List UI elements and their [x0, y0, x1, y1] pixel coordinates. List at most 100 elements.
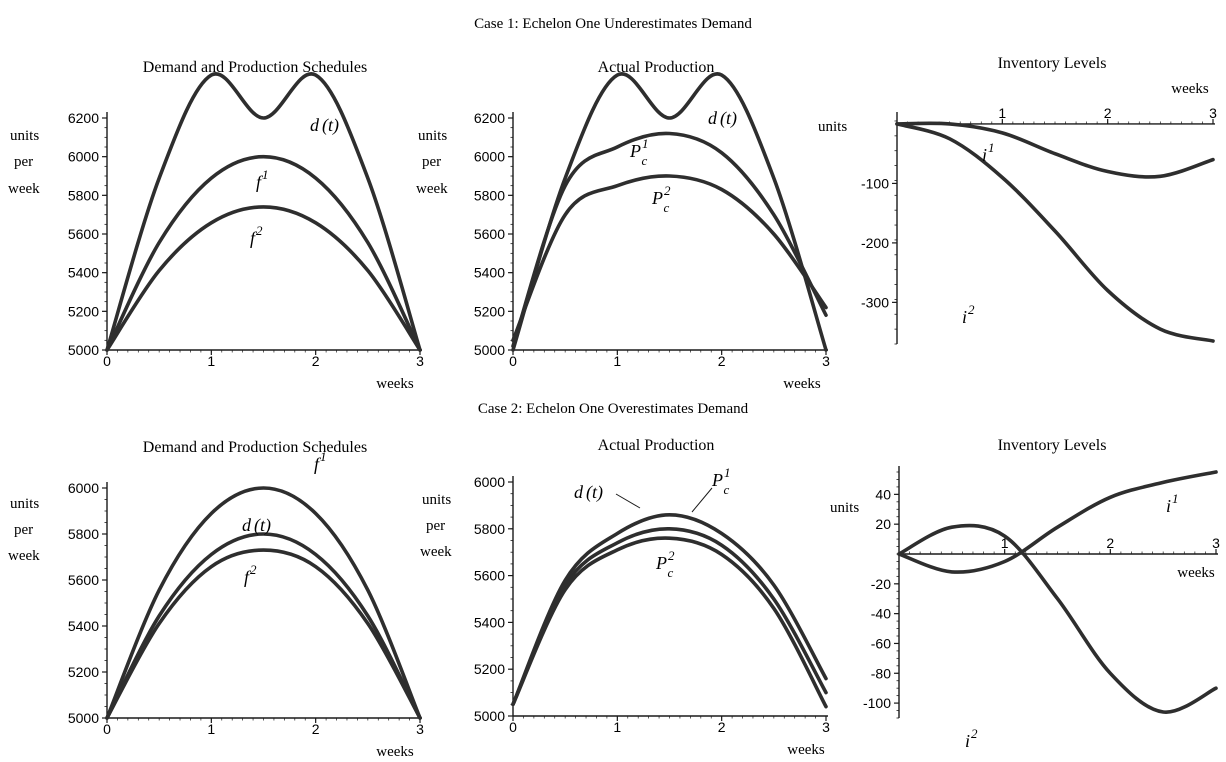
x-tick-label: 2	[718, 353, 726, 369]
chart-c1_actual: Actual Production units per week 5000 5200 540…	[416, 59, 830, 392]
y-axis-label: week	[416, 181, 448, 197]
x-tick-label: 3	[416, 353, 424, 369]
y-tick-label: 5800	[474, 187, 505, 203]
y-tick-label: 6000	[68, 149, 99, 165]
x-tick-label: 3	[1209, 105, 1217, 121]
x-tick-label: 0	[103, 353, 111, 369]
y-tick-label: 6000	[474, 474, 505, 490]
curve-label-f1: f1	[256, 167, 269, 192]
y-tick-label: 5400	[474, 614, 505, 630]
y-tick-label: 5400	[474, 265, 505, 281]
y-tick-label: -100	[863, 695, 891, 711]
series-line-i2	[897, 523, 1218, 714]
chart-c2_inventory: Inventory Levels units 40 20 -20 -40 -60 -80 -10…	[830, 437, 1220, 751]
series-line-f2	[105, 548, 422, 720]
y-tick-label: -80	[871, 665, 891, 681]
x-tick-label: 1	[613, 719, 621, 735]
x-axis-label: weeks	[376, 376, 414, 392]
x-axis-label: weeks	[787, 742, 825, 758]
x-axis-label: weeks	[1171, 81, 1209, 97]
series-line-Pc2	[511, 536, 828, 709]
chart-title: Actual Production	[598, 437, 715, 454]
x-tick-label: 3	[1212, 535, 1220, 551]
x-tick-label: 3	[822, 353, 830, 369]
y-tick-label: 5400	[68, 265, 99, 281]
y-tick-label: -40	[871, 606, 891, 622]
x-tick-label: 2	[312, 721, 320, 737]
chart-c2_actual: Actual Production units per week 5000 5200 540…	[420, 437, 830, 758]
y-tick-label: 5600	[474, 568, 505, 584]
y-axis-label: week	[8, 181, 40, 197]
y-tick-label: 5600	[474, 226, 505, 242]
y-axis-label: per	[426, 518, 445, 534]
y-axis-label: units	[818, 119, 847, 135]
y-axis-label: units	[422, 492, 451, 508]
y-tick-label: 5000	[68, 342, 99, 358]
x-tick-label: 1	[613, 353, 621, 369]
chart-c2_schedules: Demand and Production Schedules units per w…	[8, 439, 424, 760]
curve-label-Pc2: P2 c	[655, 548, 675, 580]
series-line-f1	[105, 486, 422, 720]
x-tick-label: 3	[416, 721, 424, 737]
y-tick-label: -200	[861, 235, 889, 251]
y-axis-label: week	[420, 544, 452, 560]
y-tick-label: 6200	[68, 110, 99, 126]
x-tick-label: 3	[822, 719, 830, 735]
y-axis-label: units	[10, 496, 39, 512]
y-tick-label: 40	[875, 486, 891, 502]
leader-line-d	[615, 493, 641, 509]
y-tick-label: 5400	[68, 618, 99, 634]
x-tick-label: 1	[1001, 535, 1009, 551]
series-line-d(t)	[105, 532, 422, 720]
series-line-f2	[105, 205, 422, 352]
y-tick-label: 5800	[68, 187, 99, 203]
chart-title: Inventory Levels	[998, 437, 1107, 454]
curve-label-d(t): d (t)	[574, 482, 603, 503]
x-tick-label: 2	[312, 353, 320, 369]
y-tick-label: -20	[871, 576, 891, 592]
chart-title: Demand and Production Schedules	[143, 439, 367, 456]
series-line-Pc1	[511, 513, 828, 707]
x-tick-label: 0	[509, 719, 517, 735]
series-line-i1	[895, 121, 1215, 179]
y-tick-label: 6000	[474, 149, 505, 165]
y-tick-label: 5800	[68, 526, 99, 542]
x-tick-label: 2	[1106, 535, 1114, 551]
series-line-i2	[895, 122, 1215, 343]
x-tick-label: 2	[1104, 105, 1112, 121]
y-tick-label: 5000	[474, 708, 505, 724]
x-tick-label: 0	[103, 721, 111, 737]
case1-title: Case 1: Echelon One Underestimates Deman…	[474, 16, 752, 32]
y-tick-label: -60	[871, 635, 891, 651]
y-tick-label: 5200	[474, 661, 505, 677]
curve-label-f1: f1	[314, 449, 327, 474]
y-axis-label: per	[14, 522, 33, 538]
x-tick-label: 2	[718, 719, 726, 735]
y-tick-label: 5000	[474, 342, 505, 358]
leader-line-pc1	[691, 487, 713, 513]
chart-c1_schedules: Demand and Production Schedules units per w…	[8, 59, 424, 392]
y-tick-label: 5000	[68, 710, 99, 726]
series-line-Pc2	[511, 174, 828, 343]
curve-label-i1: i1	[1166, 491, 1179, 516]
x-tick-label: 1	[998, 105, 1006, 121]
series-line-d(t)	[105, 72, 422, 352]
series-line-f1	[105, 154, 422, 352]
y-axis-label: per	[14, 154, 33, 170]
case2-title: Case 2: Echelon One Overestimates Demand	[478, 401, 749, 417]
x-axis-label: weeks	[376, 744, 414, 760]
x-axis-label: weeks	[783, 376, 821, 392]
chart-title: Inventory Levels	[998, 55, 1107, 72]
curve-label-d(t): d (t)	[708, 108, 737, 129]
curve-label-d(t): d (t)	[310, 115, 339, 136]
curve-label-i1: i1	[982, 140, 995, 165]
curve-label-Pc1: P1 c	[711, 465, 731, 497]
series-line-d(t)	[511, 526, 828, 707]
y-axis-label: units	[10, 128, 39, 144]
y-axis-label: week	[8, 548, 40, 564]
y-axis-label: units	[418, 128, 447, 144]
y-tick-label: 5200	[474, 303, 505, 319]
y-tick-label: 5200	[68, 664, 99, 680]
y-tick-label: 5600	[68, 572, 99, 588]
